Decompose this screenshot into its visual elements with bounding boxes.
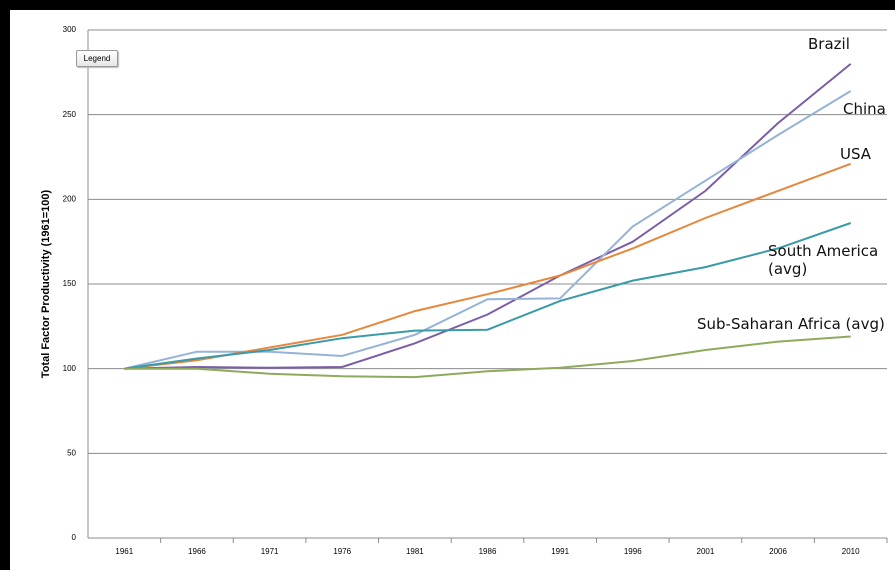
y-axis-label: Total Factor Productivity (1961=100) — [40, 189, 52, 378]
y-tick-label: 100 — [63, 364, 77, 373]
series-line — [124, 162, 852, 370]
y-tick-label: 200 — [63, 194, 77, 203]
x-tick-label: 1961 — [115, 547, 133, 556]
series-label: Sub-Saharan Africa (avg) — [697, 315, 885, 333]
series-line — [124, 222, 852, 370]
legend-button[interactable]: Legend — [76, 50, 118, 67]
series-label: Brazil — [808, 35, 850, 53]
y-tick-label: 0 — [72, 533, 77, 542]
x-tick-label: 1976 — [333, 547, 351, 556]
x-tick-label: 1971 — [261, 547, 279, 556]
series-label: USA — [840, 145, 872, 163]
x-tick-label: 1986 — [479, 547, 497, 556]
x-tick-label: 1996 — [624, 547, 642, 556]
y-tick-label: 150 — [63, 279, 77, 288]
y-tick-label: 250 — [63, 110, 77, 119]
x-tick-label: 2010 — [842, 547, 860, 556]
series-label: China — [843, 100, 886, 118]
y-tick-label: 50 — [67, 448, 76, 457]
series-line — [124, 335, 851, 379]
x-tick-label: 2001 — [697, 547, 715, 556]
series-line — [124, 63, 852, 370]
series-label: South America (avg) — [768, 242, 879, 278]
x-tick-label: 1966 — [188, 547, 206, 556]
x-tick-label: 1981 — [406, 547, 424, 556]
x-tick-label: 2006 — [769, 547, 787, 556]
y-tick-label: 300 — [63, 25, 77, 34]
x-tick-label: 1991 — [551, 547, 569, 556]
